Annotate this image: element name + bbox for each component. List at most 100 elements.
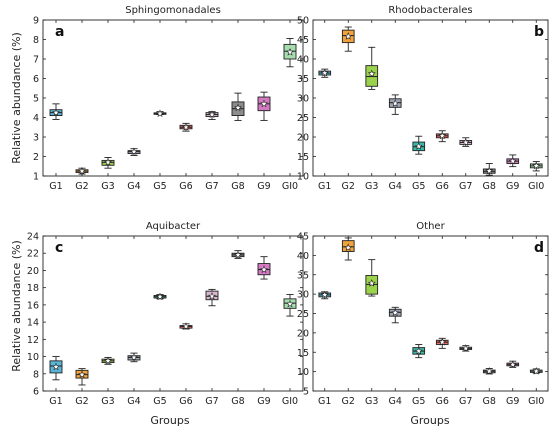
- x-tick-label: GI0: [282, 396, 298, 407]
- y-tick-label: 6: [33, 74, 39, 85]
- x-tick-label: GI0: [282, 181, 298, 192]
- mean-star: [234, 250, 242, 259]
- xlabel-right: Groups: [410, 414, 449, 427]
- plot-frame: [42, 235, 304, 392]
- y-tick-label: 45: [297, 232, 309, 243]
- box-G7: [459, 344, 473, 352]
- mean-star: [182, 123, 190, 131]
- box-G2: [75, 166, 89, 175]
- y-tick-label: 9: [33, 16, 39, 27]
- x-tick-label: G2: [75, 396, 88, 407]
- panel-title: Aquibacter: [146, 221, 201, 232]
- mean-star: [508, 156, 517, 165]
- mean-star: [156, 109, 164, 117]
- y-tick-label: 22: [27, 249, 39, 260]
- mean-star: [78, 370, 86, 379]
- mean-star: [156, 292, 164, 301]
- x-tick-label: G3: [101, 181, 114, 192]
- box-G7: [205, 288, 219, 307]
- panel-letter: c: [55, 240, 63, 256]
- mean-star: [485, 166, 494, 175]
- box-G3: [101, 356, 115, 365]
- y-tick-label: 10: [297, 172, 309, 183]
- panel-letter: d: [534, 240, 544, 256]
- mean-star: [286, 299, 294, 308]
- x-tick-label: G8: [483, 181, 496, 192]
- box-G3: [365, 259, 379, 297]
- mean-star: [130, 353, 138, 361]
- x-tick-label: G9: [257, 181, 270, 192]
- y-tick-label: 20: [27, 266, 39, 277]
- x-tick-label: G6: [436, 181, 449, 192]
- x-tick-label: G3: [101, 396, 114, 407]
- iqr-box: [365, 65, 379, 87]
- y-tick-label: 35: [297, 74, 309, 85]
- y-tick-label: 45: [297, 35, 309, 46]
- mean-star: [344, 32, 353, 40]
- y-tick-label: 7: [33, 55, 39, 66]
- mean-star: [260, 265, 268, 273]
- box-G9: [506, 360, 520, 369]
- box-G6: [435, 337, 449, 349]
- y-tick-label: 24: [27, 232, 39, 243]
- box-G1: [318, 68, 332, 78]
- mean-star: [461, 344, 470, 352]
- box-G9: [506, 154, 520, 168]
- box-G6: [179, 322, 193, 330]
- y-tick-label: 50: [297, 16, 309, 27]
- x-tick-label: G1: [318, 181, 331, 192]
- x-tick-label: G8: [231, 396, 244, 407]
- y-tick-label: 10: [297, 367, 309, 378]
- mean-star: [485, 367, 494, 375]
- mean-star: [508, 360, 517, 369]
- mean-star: [414, 346, 423, 355]
- box-G6: [179, 122, 193, 132]
- x-tick-label: GI0: [528, 181, 544, 192]
- box-G5: [412, 135, 426, 155]
- y-tick-label: 25: [297, 113, 309, 124]
- ylabel-bottom: Relative abundance (%): [10, 240, 23, 372]
- mean-star: [208, 110, 216, 118]
- mean-star: [104, 356, 112, 365]
- box-GI0: [283, 294, 297, 317]
- y-tick-label: 30: [297, 290, 309, 301]
- mean-star: [260, 99, 268, 108]
- mean-star: [286, 47, 294, 56]
- xlabel-left: Groups: [150, 414, 189, 427]
- x-tick-label: G8: [231, 181, 244, 192]
- box-G4: [388, 94, 402, 115]
- x-tick-label: G4: [389, 181, 402, 192]
- box-G9: [257, 256, 271, 280]
- box-G4: [388, 306, 402, 324]
- box-G7: [205, 110, 219, 120]
- x-tick-label: G7: [205, 396, 218, 407]
- x-tick-label: G1: [318, 396, 331, 407]
- ylabel-top: Relative abundance (%): [10, 32, 23, 164]
- x-tick-label: G9: [506, 396, 519, 407]
- box-G7: [459, 137, 473, 147]
- y-tick-label: 12: [27, 335, 39, 346]
- y-tick-label: 16: [27, 300, 39, 311]
- mean-star: [461, 138, 470, 146]
- x-tick-label: G1: [49, 396, 62, 407]
- mean-star: [414, 142, 423, 150]
- panel-c: Aquibacter c 6 8 10 12 14 16 18 20 22 24 G1 G2 G3 G4 G5 G…: [27, 221, 304, 407]
- y-tick-label: 5: [303, 387, 309, 398]
- x-tick-label: G4: [389, 396, 402, 407]
- y-tick-label: 4: [33, 113, 39, 124]
- box-G5: [153, 109, 167, 117]
- panel-title: Other: [416, 221, 445, 232]
- x-tick-label: G9: [506, 181, 519, 192]
- box-G8: [482, 163, 496, 176]
- y-tick-label: 40: [297, 55, 309, 66]
- y-tick-label: 18: [27, 283, 39, 294]
- x-tick-label: G2: [342, 181, 355, 192]
- panel-d: Other d 5 10 15 20 25 30 35 40 45 G1 G2 G3 G4 G5 G6 G7 G8 G…: [297, 221, 549, 407]
- x-tick-label: G6: [179, 181, 192, 192]
- mean-star: [234, 103, 242, 112]
- mean-star: [391, 308, 400, 317]
- x-tick-label: G5: [153, 396, 166, 407]
- mean-star: [78, 166, 86, 175]
- box-G1: [318, 290, 332, 300]
